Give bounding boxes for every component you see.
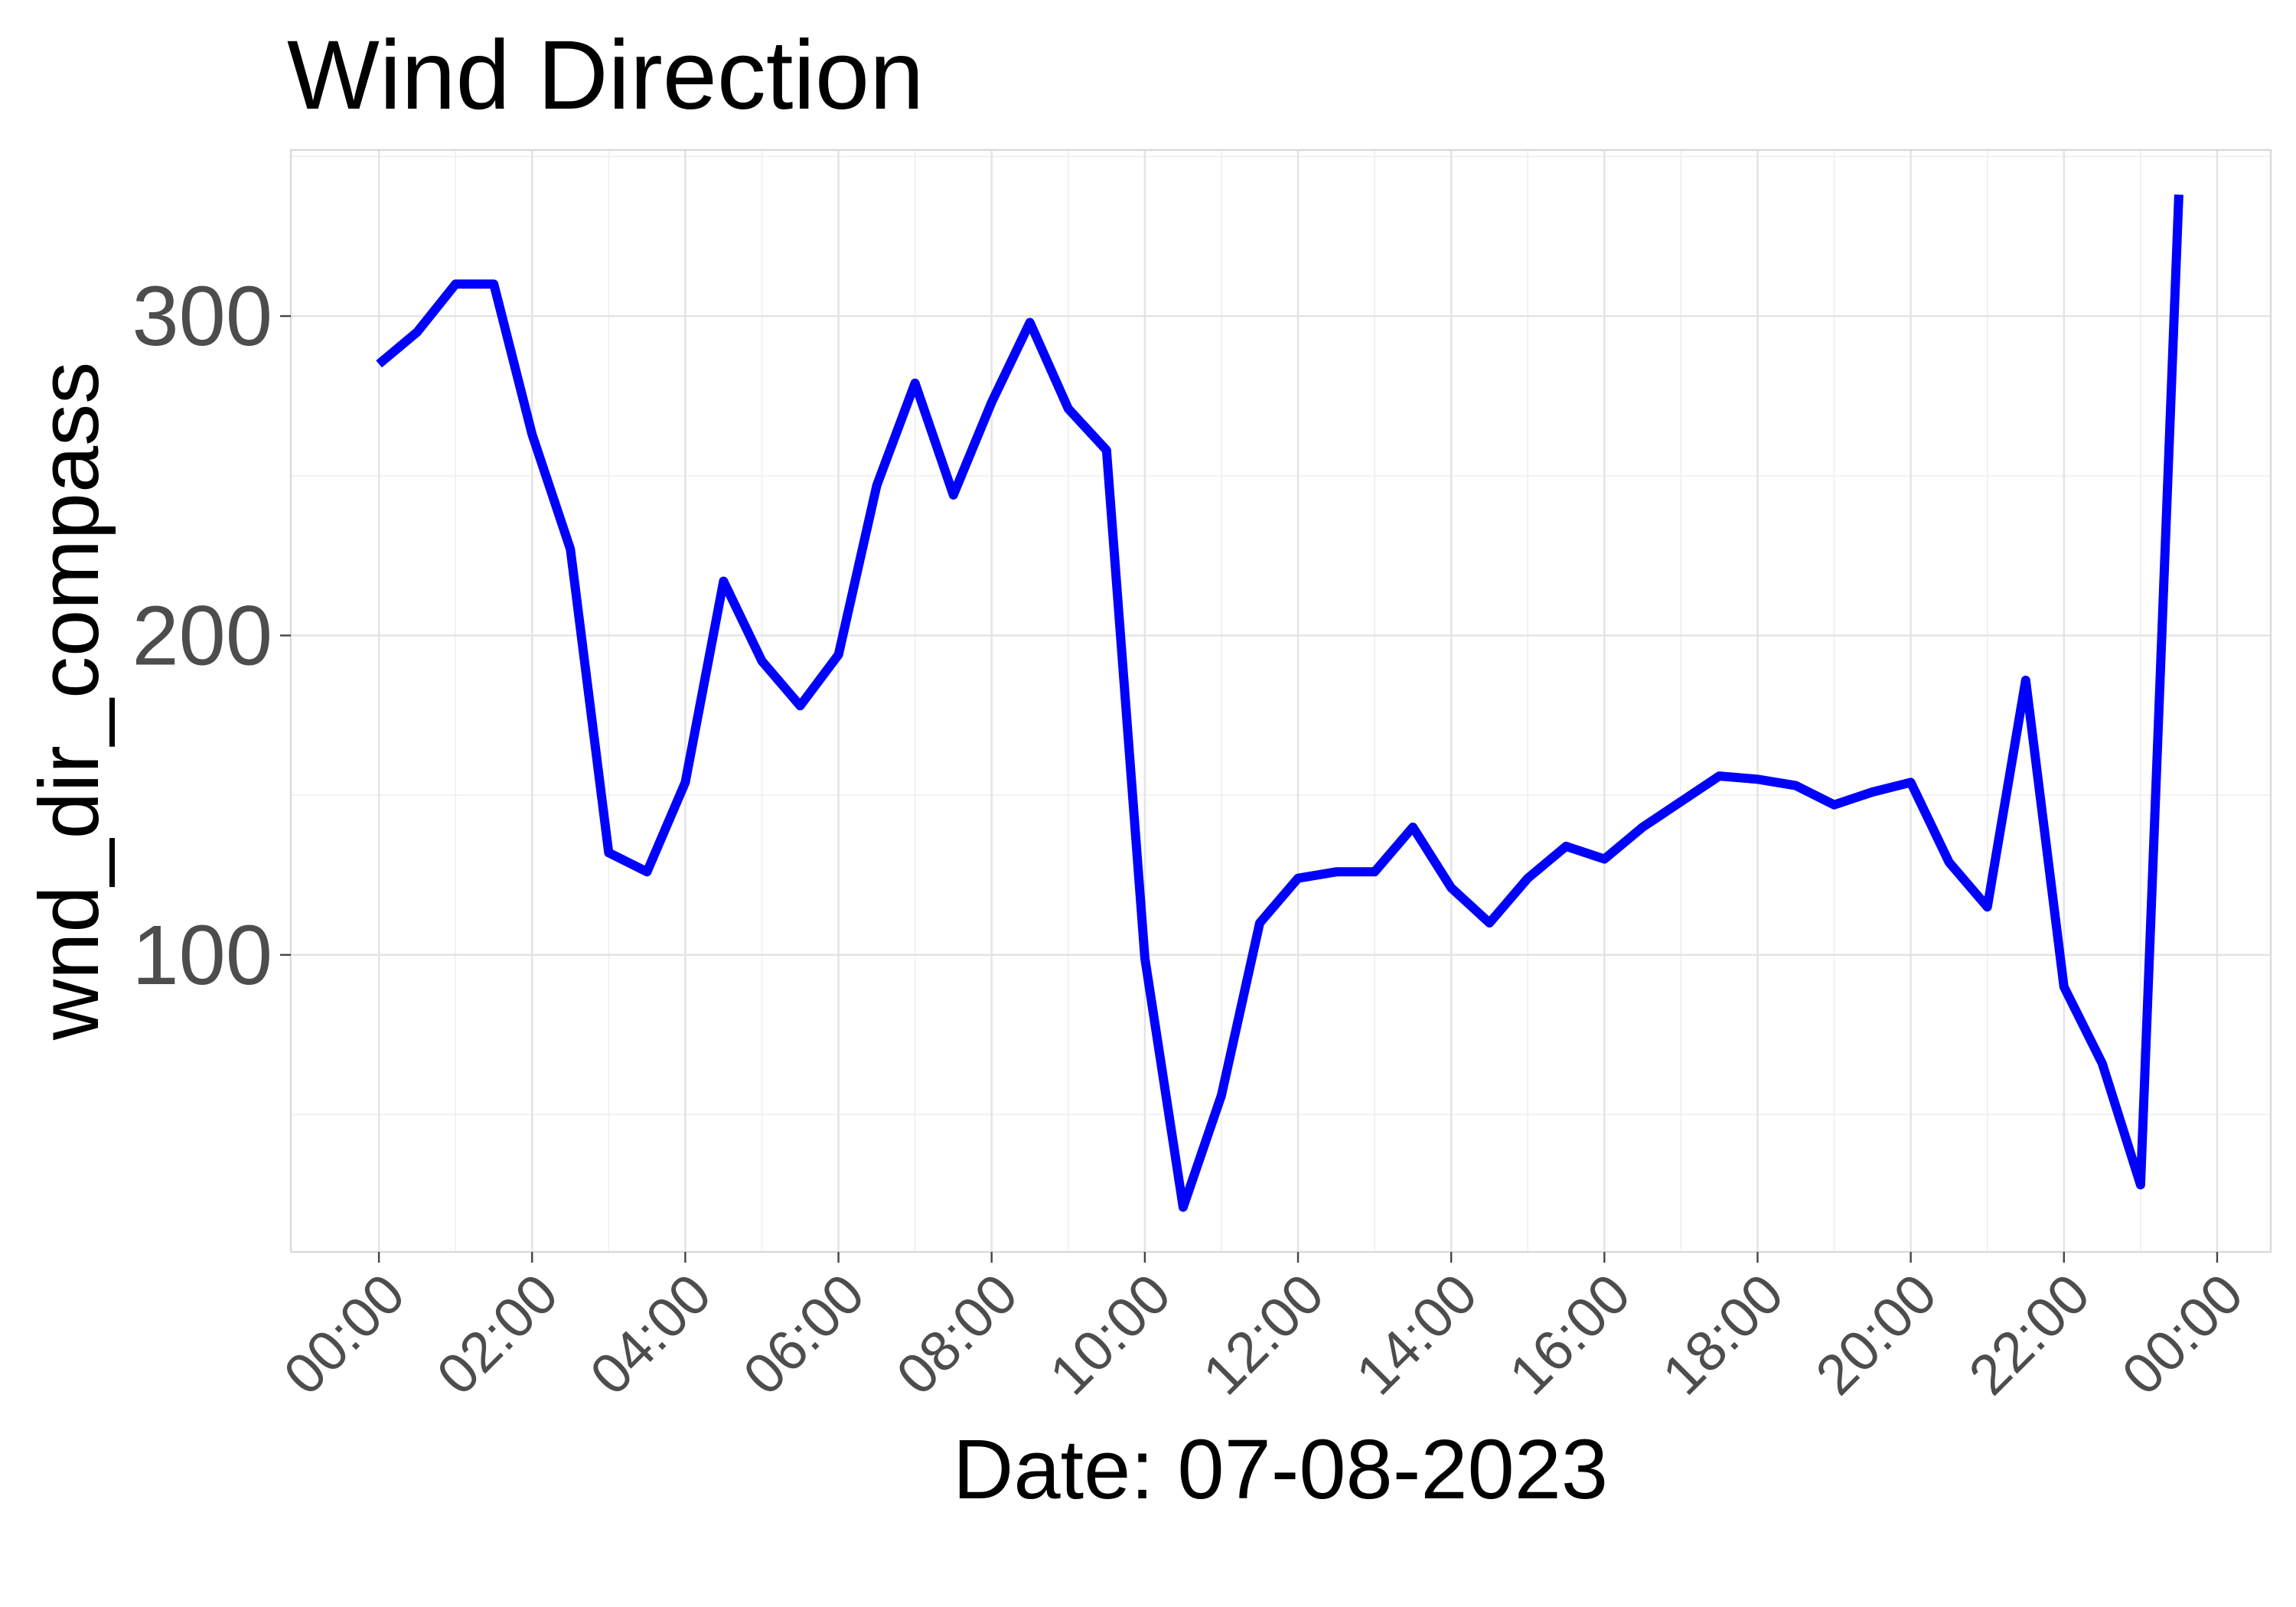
x-tick-label: 08:00 — [884, 1262, 1029, 1407]
series-line — [376, 194, 2183, 1212]
plot-panel — [289, 148, 2272, 1253]
chart-title: Wind Direction — [287, 21, 924, 130]
x-tick-label: 02:00 — [425, 1262, 570, 1407]
y-axis-label: wnd_dir_compass — [22, 362, 116, 1041]
x-tick-label: 00:00 — [272, 1262, 417, 1407]
y-axis-tick-labels: 100 200 300 — [132, 269, 272, 1002]
x-tick-label: 16:00 — [1497, 1262, 1642, 1407]
x-tick-label: 14:00 — [1344, 1262, 1489, 1407]
minor-gridlines — [291, 150, 2271, 1252]
y-tick-label: 100 — [132, 908, 272, 1002]
y-tick-label: 300 — [132, 269, 272, 363]
x-axis-label: Date: 07-08-2023 — [953, 1423, 1608, 1517]
x-tick-label: 06:00 — [731, 1262, 876, 1407]
x-tick-label: 12:00 — [1191, 1262, 1336, 1407]
x-axis-tick-labels: 00:00 02:00 04:00 06:00 08:00 10:00 12:00 14:00… — [272, 1262, 2255, 1407]
series-layer — [376, 194, 2183, 1212]
y-tick-label: 200 — [132, 588, 272, 683]
x-tick-label: 18:00 — [1650, 1262, 1795, 1407]
x-tick-label: 22:00 — [1956, 1262, 2102, 1407]
x-tick-label: 20:00 — [1803, 1262, 1949, 1407]
x-tick-label: 04:00 — [578, 1262, 723, 1407]
x-tick-label: 10:00 — [1038, 1262, 1183, 1407]
major-gridlines — [291, 150, 2271, 1252]
x-tick-label: 00:00 — [2110, 1262, 2255, 1407]
axis-ticks — [280, 315, 2219, 1263]
